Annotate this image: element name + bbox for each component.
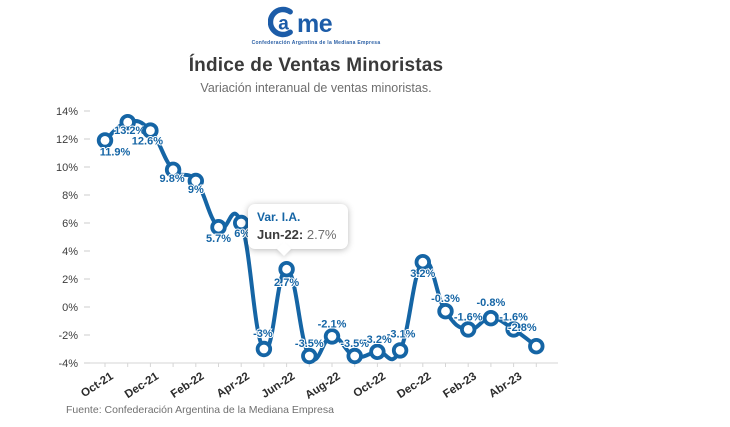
data-point-Feb-23[interactable] <box>460 321 477 338</box>
data-point-label: -1.6% <box>499 311 528 323</box>
chart-header: a me Confederación Argentina de la Media… <box>36 5 596 95</box>
y-axis-label: -4% <box>58 358 78 370</box>
y-axis-label: 12% <box>56 134 78 146</box>
y-axis-label: -2% <box>58 330 78 342</box>
data-point-Sep-22[interactable] <box>346 347 363 365</box>
data-point-label: -3.5% <box>295 338 324 350</box>
tooltip-value-line: Jun-22: 2.7% <box>257 227 337 242</box>
data-point-label: 2.7% <box>274 277 299 289</box>
came-logo: a me <box>36 5 596 39</box>
data-point-label: -1.6% <box>454 311 483 323</box>
x-axis-label: Apr-22 <box>215 370 252 400</box>
data-point-label: 13.2% <box>114 125 145 137</box>
data-point-Ene-23[interactable] <box>437 303 454 320</box>
y-axis-label: 6% <box>62 218 78 230</box>
data-point-Jul-22[interactable] <box>301 347 318 365</box>
x-axis-label: Oct-21 <box>79 370 116 400</box>
data-point-Oct-22[interactable] <box>369 343 386 361</box>
data-point-label: -0.3% <box>431 293 460 305</box>
data-point-label: 9.8% <box>160 173 185 185</box>
data-point-label: -2.1% <box>318 318 347 330</box>
tooltip-series-label: Var. I.A. <box>257 210 301 224</box>
data-point-label: 9% <box>188 184 204 196</box>
page-subtitle: Variación interanual de ventas minorista… <box>200 81 432 95</box>
data-point-label: -3.5% <box>340 338 369 350</box>
data-point-Mar-23[interactable] <box>482 310 500 327</box>
x-axis-label: Aug-22 <box>303 370 342 401</box>
page-title: Índice de Ventas Minoristas <box>188 55 444 76</box>
data-point-May-22[interactable] <box>255 340 273 358</box>
data-point-Dec-22[interactable] <box>414 254 432 271</box>
data-point-Ene-22[interactable] <box>164 161 182 179</box>
source-note: Fuente: Confederación Argentina de la Me… <box>66 404 334 416</box>
x-axis-label: Dec-22 <box>395 370 433 401</box>
data-point-Nov-21[interactable] <box>119 113 136 131</box>
x-axis-label: Feb-23 <box>441 370 479 400</box>
data-point-label: -0.8% <box>477 297 506 309</box>
y-axis-label: 8% <box>62 190 78 202</box>
data-point-Mar-22[interactable] <box>210 218 227 236</box>
x-axis-label: Jun-22 <box>260 370 298 400</box>
data-point-label: 5.7% <box>206 233 231 245</box>
came-logo-icon: a me <box>267 6 333 38</box>
data-point-label: 3.2% <box>410 268 435 280</box>
data-point-label: 11.9% <box>100 146 131 158</box>
data-point-Nov-22[interactable] <box>391 342 409 359</box>
tooltip-period: Jun-22: <box>257 227 304 242</box>
x-axis-label: Abr-23 <box>487 370 524 400</box>
data-point-Jun-22[interactable] <box>278 261 295 278</box>
data-point-Abr-23[interactable] <box>505 321 522 338</box>
logo-tagline: Confederación Argentina de la Mediana Em… <box>251 40 381 46</box>
datapoint-tooltip: Var. I.A. Jun-22: 2.7% <box>248 204 348 249</box>
x-axis-label: Oct-22 <box>351 370 388 400</box>
svg-text:a: a <box>278 14 289 35</box>
tooltip-value: 2.7% <box>306 227 337 242</box>
data-point-Feb-22[interactable] <box>187 172 205 190</box>
data-point-label: -3.2% <box>363 334 392 346</box>
x-axis-label: Dec-21 <box>123 370 162 401</box>
data-point-Oct-21[interactable] <box>96 132 114 149</box>
data-point-Dec-21[interactable] <box>142 122 159 139</box>
x-axis-label: Feb-22 <box>169 370 207 400</box>
y-axis-label: 14% <box>56 106 78 118</box>
data-point-May-23[interactable] <box>528 338 545 355</box>
data-point-Ago-22[interactable] <box>323 328 341 345</box>
data-point-label: -2.8% <box>508 322 537 334</box>
data-point-label: 6% <box>234 228 250 240</box>
y-axis-label: 0% <box>62 302 78 314</box>
data-point-label: -3% <box>253 328 273 340</box>
y-axis-label: 2% <box>62 274 78 286</box>
data-point-label: 12.6% <box>132 136 163 148</box>
data-point-label: -3.1% <box>387 328 416 340</box>
y-axis-label: 4% <box>62 246 78 258</box>
y-axis-label: 10% <box>56 162 78 174</box>
svg-text:me: me <box>297 10 333 38</box>
